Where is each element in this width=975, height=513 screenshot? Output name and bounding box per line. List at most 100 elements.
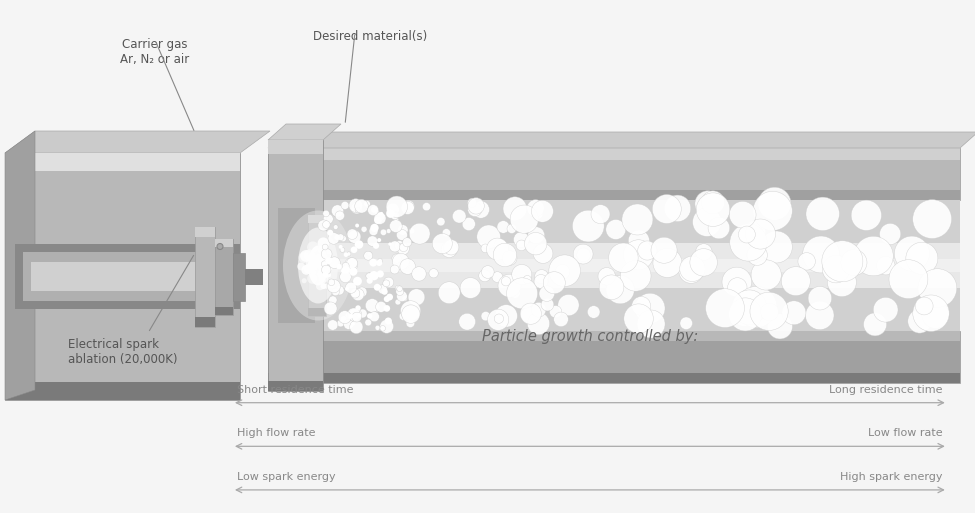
Ellipse shape: [345, 282, 357, 293]
Ellipse shape: [310, 269, 317, 275]
Ellipse shape: [324, 284, 330, 289]
Ellipse shape: [316, 282, 325, 290]
Ellipse shape: [701, 191, 724, 214]
Ellipse shape: [652, 194, 682, 224]
Bar: [5, 153, 240, 400]
Ellipse shape: [913, 200, 952, 239]
Bar: [268, 259, 960, 272]
Ellipse shape: [322, 261, 328, 267]
Ellipse shape: [397, 286, 403, 291]
Ellipse shape: [732, 290, 766, 325]
Ellipse shape: [495, 305, 518, 327]
Ellipse shape: [347, 252, 351, 256]
Ellipse shape: [367, 278, 372, 284]
Ellipse shape: [368, 272, 372, 277]
Ellipse shape: [690, 249, 718, 276]
Ellipse shape: [367, 313, 372, 319]
Ellipse shape: [385, 318, 392, 325]
Ellipse shape: [751, 260, 781, 290]
Bar: [5, 382, 240, 400]
Ellipse shape: [653, 248, 682, 278]
Ellipse shape: [318, 220, 329, 231]
Ellipse shape: [531, 208, 543, 220]
Ellipse shape: [374, 212, 386, 224]
Ellipse shape: [341, 202, 349, 209]
Text: Short residence time: Short residence time: [237, 385, 354, 394]
Ellipse shape: [349, 267, 358, 276]
Ellipse shape: [395, 241, 405, 250]
Ellipse shape: [696, 193, 730, 226]
Bar: [268, 140, 323, 154]
Ellipse shape: [323, 244, 328, 250]
Ellipse shape: [494, 239, 506, 251]
Ellipse shape: [573, 244, 593, 264]
Ellipse shape: [297, 263, 305, 270]
Bar: [215, 239, 233, 314]
Ellipse shape: [429, 269, 438, 278]
Ellipse shape: [918, 269, 956, 307]
Ellipse shape: [502, 251, 517, 265]
Bar: [268, 148, 960, 160]
Ellipse shape: [587, 306, 600, 318]
Ellipse shape: [577, 248, 591, 262]
Ellipse shape: [351, 322, 355, 326]
Ellipse shape: [507, 278, 537, 309]
Ellipse shape: [523, 311, 535, 324]
Ellipse shape: [651, 237, 677, 263]
Ellipse shape: [217, 244, 223, 249]
Ellipse shape: [318, 238, 330, 249]
Ellipse shape: [350, 321, 363, 333]
Ellipse shape: [329, 296, 337, 304]
Ellipse shape: [339, 271, 351, 283]
Ellipse shape: [333, 225, 338, 229]
Bar: [195, 317, 215, 326]
Ellipse shape: [706, 289, 745, 327]
Bar: [5, 153, 240, 171]
Ellipse shape: [364, 201, 370, 207]
Ellipse shape: [527, 227, 545, 244]
Ellipse shape: [401, 260, 410, 269]
Text: High flow rate: High flow rate: [237, 428, 316, 438]
Ellipse shape: [372, 243, 379, 249]
Ellipse shape: [840, 249, 867, 275]
Ellipse shape: [753, 191, 793, 230]
Ellipse shape: [300, 250, 312, 262]
Ellipse shape: [377, 259, 382, 263]
Ellipse shape: [908, 309, 931, 333]
Ellipse shape: [889, 260, 928, 299]
Ellipse shape: [750, 292, 788, 330]
Ellipse shape: [324, 302, 337, 315]
Ellipse shape: [334, 286, 344, 295]
Ellipse shape: [329, 257, 340, 268]
Ellipse shape: [395, 218, 399, 222]
Ellipse shape: [376, 260, 382, 266]
Ellipse shape: [728, 298, 761, 331]
Ellipse shape: [422, 203, 431, 211]
Ellipse shape: [411, 267, 426, 281]
Ellipse shape: [307, 273, 318, 284]
Ellipse shape: [400, 243, 408, 251]
Ellipse shape: [487, 238, 509, 260]
Ellipse shape: [384, 296, 390, 302]
Ellipse shape: [338, 311, 351, 324]
Ellipse shape: [381, 288, 388, 295]
Ellipse shape: [468, 199, 477, 207]
Ellipse shape: [389, 241, 401, 252]
Ellipse shape: [329, 279, 334, 286]
Ellipse shape: [913, 295, 950, 331]
Ellipse shape: [343, 252, 348, 257]
Ellipse shape: [851, 200, 881, 230]
Ellipse shape: [531, 201, 554, 222]
Ellipse shape: [377, 212, 381, 216]
Ellipse shape: [623, 240, 653, 270]
Ellipse shape: [822, 255, 850, 283]
Ellipse shape: [520, 303, 541, 324]
Ellipse shape: [337, 320, 344, 327]
Ellipse shape: [638, 241, 657, 260]
Polygon shape: [268, 124, 341, 140]
Ellipse shape: [432, 233, 452, 253]
Ellipse shape: [375, 305, 380, 310]
Ellipse shape: [488, 309, 509, 330]
Ellipse shape: [340, 316, 347, 323]
Ellipse shape: [283, 210, 353, 321]
